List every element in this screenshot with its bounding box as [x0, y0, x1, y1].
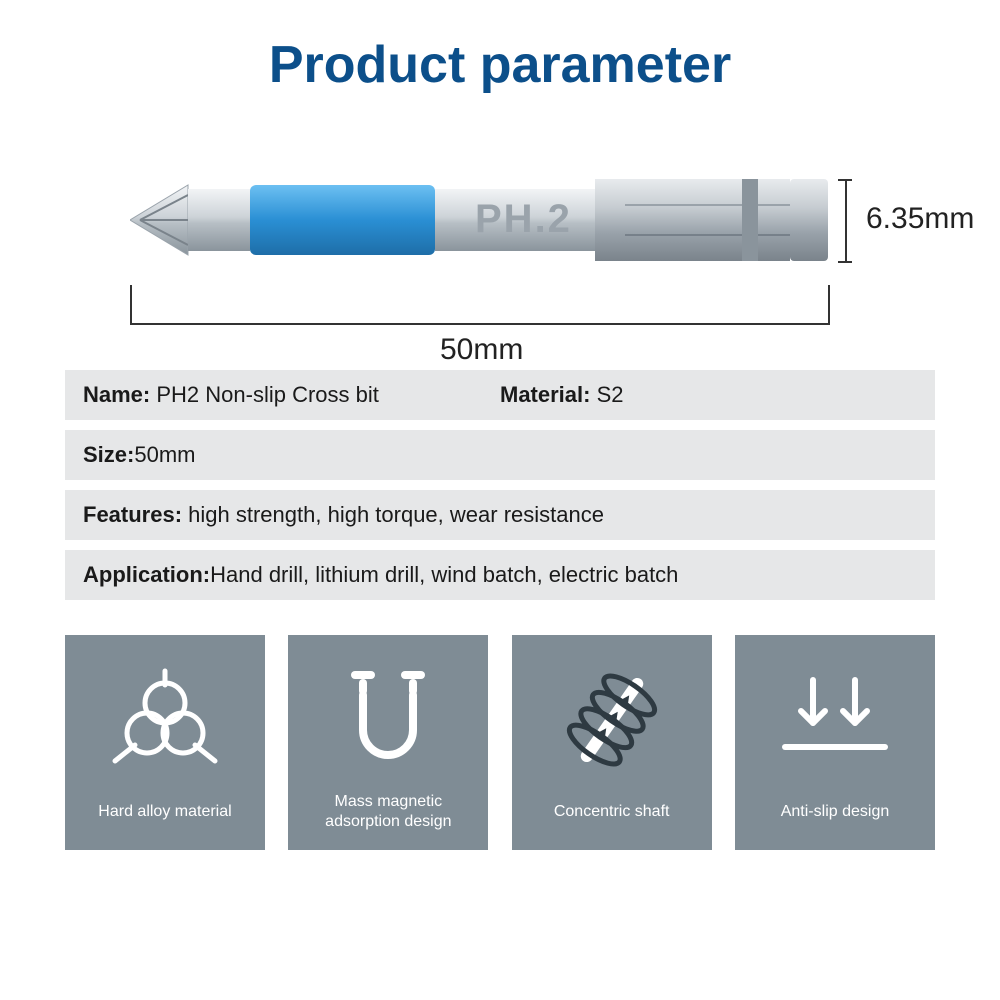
feature-label: Hard alloy material [98, 792, 231, 832]
spec-value: PH2 Non-slip Cross bit [150, 382, 379, 407]
spec-row: Features: high strength, high torque, we… [65, 490, 935, 540]
spec-label: Size: [83, 442, 134, 467]
feature-card-hard-alloy: Hard alloy material [65, 635, 265, 850]
drill-bit-image: PH.2 [130, 165, 830, 275]
concentric-shaft-icon [522, 647, 702, 792]
spec-value: 50mm [134, 442, 195, 467]
spec-label: Application: [83, 562, 210, 587]
feature-card-anti-slip: Anti-slip design [735, 635, 935, 850]
dim-width-label: 6.35mm [866, 202, 974, 236]
spec-value: Hand drill, lithium drill, wind batch, e… [210, 562, 678, 587]
spec-row: Application:Hand drill, lithium drill, w… [65, 550, 935, 600]
spec-row: Name: PH2 Non-slip Cross bit Material: S… [65, 370, 935, 420]
page-title: Product parameter [0, 0, 1000, 95]
magnet-icon [298, 647, 478, 792]
spec-table: Name: PH2 Non-slip Cross bit Material: S… [65, 370, 935, 600]
spec-label: Material: [500, 382, 590, 407]
svg-text:PH.2: PH.2 [475, 197, 572, 241]
feature-label: Mass magnetic adsorption design [298, 792, 478, 832]
spec-row: Size:50mm [65, 430, 935, 480]
feature-card-concentric: Concentric shaft [512, 635, 712, 850]
spec-label: Name: [83, 382, 150, 407]
feature-card-magnetic: Mass magnetic adsorption design [288, 635, 488, 850]
anti-slip-icon [745, 647, 925, 792]
spec-value: S2 [590, 382, 623, 407]
spec-value: high strength, high torque, wear resista… [182, 502, 604, 527]
feature-label: Concentric shaft [554, 792, 670, 832]
hard-alloy-icon [75, 647, 255, 792]
feature-label: Anti-slip design [781, 792, 890, 832]
feature-cards: Hard alloy material Mass magnetic adsorp… [65, 635, 935, 850]
product-diagram: PH.2 6.35mm 50mm [0, 105, 1000, 365]
spec-label: Features: [83, 502, 182, 527]
dim-length-label: 50mm [440, 333, 523, 367]
